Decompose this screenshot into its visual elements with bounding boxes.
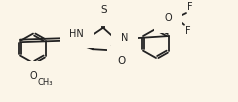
Text: HN: HN (69, 29, 84, 39)
Text: O: O (118, 56, 126, 66)
Text: N: N (121, 33, 128, 43)
Text: F: F (187, 2, 193, 12)
Text: O: O (29, 71, 37, 81)
Text: F: F (185, 26, 191, 36)
Text: CH₃: CH₃ (37, 78, 53, 87)
Text: S: S (101, 5, 107, 15)
Text: O: O (164, 13, 172, 23)
